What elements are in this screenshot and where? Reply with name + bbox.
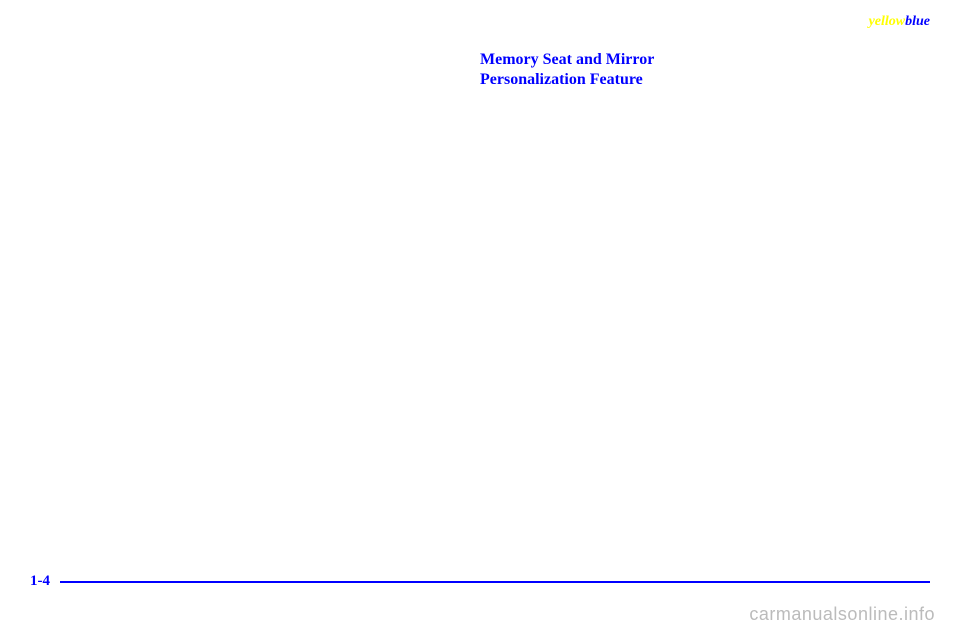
heading-line-1: Memory Seat and Mirror [480,50,654,70]
heading-line-2: Personalization Feature [480,70,654,90]
section-heading: Memory Seat and Mirror Personalization F… [480,50,654,90]
page-number: 1-4 [30,573,50,590]
brand-yellow: yellow [869,14,906,29]
brand-blue: blue [905,14,930,29]
watermark: carmanualsonline.info [749,604,935,625]
footer-divider [60,581,930,583]
header-brand: yellowblue [869,14,930,30]
page-footer: 1-4 [30,573,930,590]
